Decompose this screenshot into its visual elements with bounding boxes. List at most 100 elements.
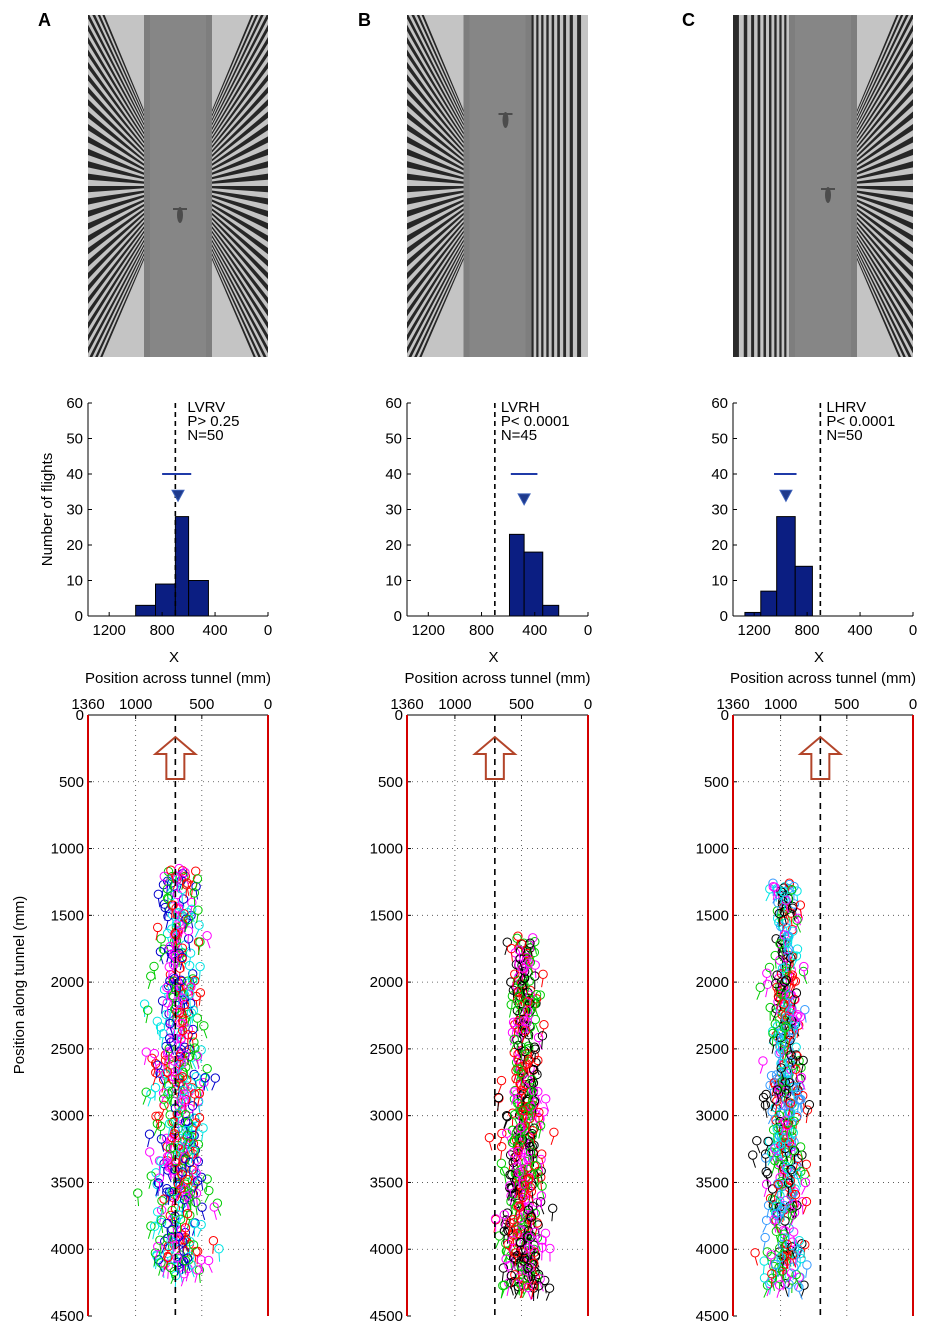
trajectory-tail [197,945,201,955]
trajectory-tail [180,1277,185,1287]
trajectory-tail [515,1082,520,1092]
trajectory-tail [765,892,771,902]
trajectory-point [156,1134,167,1144]
trajectory-tail [764,1145,769,1155]
wall-band [743,15,748,357]
wall-stripe [407,74,464,149]
trajectory-tail [534,1236,540,1245]
wall-stripe [407,226,464,304]
trajectory-tail [513,1028,516,1038]
trajectory-point [502,937,512,947]
trajectory-tail [165,1064,168,1074]
trajectory-tail [512,978,516,988]
wall-stripe [88,49,144,140]
hist-y-tick-label: 0 [394,608,402,625]
trajectory-tail [795,1281,800,1290]
wall-stripe [857,99,913,157]
trajectory-tail [517,1024,520,1034]
flight-direction-arrow [797,735,844,780]
trajectory-tail [524,981,528,991]
wall-stripe [212,24,268,131]
trajectory-point [545,1243,555,1254]
trajectory-tail [774,1104,778,1115]
trajectory-tail [786,1248,792,1257]
wall-stripe [212,199,268,230]
trajectory-tail [791,893,794,903]
trajectory-tail [780,1149,784,1159]
trajectory-point [208,1236,219,1246]
wall-stripe [212,15,254,113]
wall-band [536,15,539,357]
wall-stripe [407,212,464,267]
hist-bar [744,611,762,617]
trajectory-tail [520,1270,525,1280]
hist-bar [188,580,209,617]
trajectory-tail [530,1156,534,1166]
wall-stripe [857,217,913,280]
wall-stripe [407,161,464,180]
trajectory-tail [799,909,803,919]
wall-stripe [212,239,268,342]
wall-stripe [407,186,464,193]
hist-y-tick-label: 20 [711,537,728,554]
trajectory-tail [169,1271,174,1281]
trajectory-tail [514,1290,519,1299]
trajectory-tail [532,1134,536,1144]
trajectory-point [755,982,765,993]
wall-stripe [212,208,268,255]
trajectory-tail [520,1164,523,1174]
trajectory-tail [763,1188,768,1198]
wall-stripe [212,230,268,317]
wall-stripe [212,194,268,218]
right-wall-horizontal [531,15,588,357]
trajectory-point [758,1056,768,1066]
wall-stripe [212,61,268,144]
trajectory-tail [767,1157,773,1166]
trajectory-point [496,1075,507,1086]
trajectory-tail [776,1033,781,1043]
wall-stripe [100,257,144,357]
trajectory-tail [545,1102,550,1112]
scatter-y-tick-label: 1500 [370,907,403,924]
trajectory-tail [787,1086,790,1096]
trajectory-tail [192,1147,196,1157]
wall-stripe [407,111,464,162]
trajectory-tail [190,919,194,929]
trajectory-tail [507,1226,511,1236]
trajectory-tail [196,1197,198,1207]
trajectory-tail [510,1286,514,1296]
trajectory-tail [783,1092,787,1102]
trajectory-point [202,930,212,941]
trajectory-tail [770,1152,776,1162]
trajectory-tail [534,1053,536,1063]
trajectory-tail [167,937,171,947]
trajectory-tail [187,934,189,944]
trajectory-tail [170,1095,173,1105]
trajectory-tail [525,966,530,976]
trajectory-point [538,969,548,979]
trajectory-point [166,865,176,875]
trajectory-tail [519,1289,525,1299]
trajectory-tail [520,1094,523,1104]
trajectory-tail [517,1209,521,1220]
wall-stripe [407,239,464,342]
trajectory-tail [529,947,533,957]
trajectory-tail [503,1120,508,1130]
trajectory-tail [164,1250,169,1259]
trajectory-tail [502,1223,507,1233]
wall-stripe [92,15,144,122]
wall-stripe [857,15,904,117]
trajectory-tail [179,1134,183,1144]
trajectory-tail [776,1156,778,1166]
hist-x-label: X [169,649,179,666]
trajectory-tail [540,1028,545,1038]
trajectory-tail [167,1195,170,1205]
trajectory-tail [196,914,199,924]
trajectory-tail [187,1261,191,1271]
trajectory-tail [170,1275,175,1285]
trajectory-tail [508,1008,512,1018]
trajectory-tail [804,1013,807,1023]
trajectory-tail [167,1052,170,1062]
trajectory-tail [159,1071,165,1081]
